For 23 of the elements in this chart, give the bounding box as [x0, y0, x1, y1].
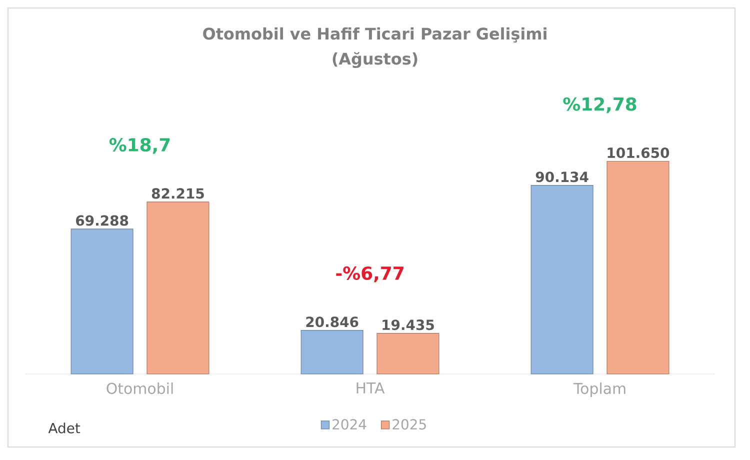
text: %12,78 [563, 97, 636, 114]
legend-label: 2025 [392, 419, 426, 430]
bar [70, 228, 134, 374]
data-label: 82.215 [152, 188, 204, 199]
x-tick-label: Otomobil [106, 382, 173, 394]
bar [300, 330, 364, 374]
x-tick-label: Toplam [573, 382, 626, 397]
data-label: 20.846 [306, 316, 358, 328]
bar [376, 333, 440, 374]
text: %18,7 [109, 138, 170, 154]
chart-subtitle: (Ağustos) [332, 52, 418, 68]
data-label: 19.435 [382, 320, 434, 330]
annotation: -%6,77 [336, 266, 404, 282]
x-tick-label: HTA [356, 382, 385, 394]
bar [530, 185, 594, 374]
bar [606, 160, 670, 374]
data-label: 69.288 [76, 215, 128, 226]
data-label: 90.134 [536, 172, 588, 182]
legend-label: 2024 [332, 419, 366, 430]
data-label: 101.650 [608, 147, 670, 158]
bar [146, 202, 210, 374]
chart-title: Otomobil ve Hafif Ticari Pazar Gelişimi [203, 27, 546, 43]
text: Adet [48, 422, 80, 434]
